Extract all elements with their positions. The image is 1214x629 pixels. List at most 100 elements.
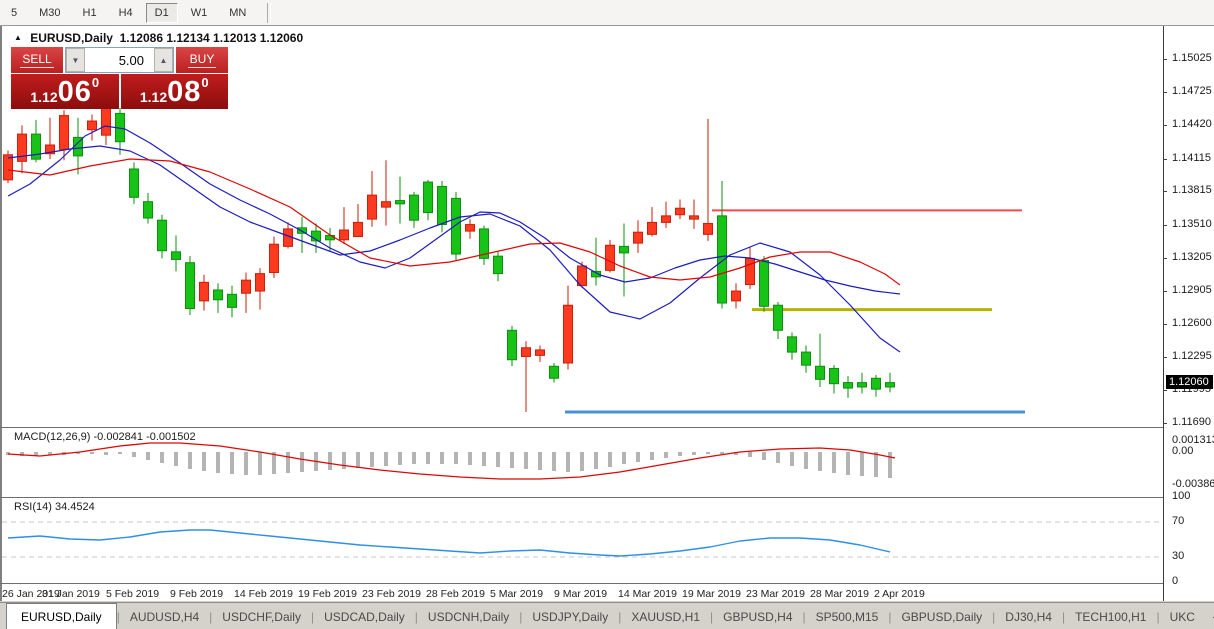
indicator-tick-label: -0.003862: [1172, 478, 1214, 490]
indicator-tick-label: 30: [1172, 550, 1185, 562]
symbol-tab-audusd[interactable]: AUDUSD,H4: [129, 609, 200, 624]
date-tick-label: 5 Mar 2019: [490, 588, 544, 600]
volume-input[interactable]: 5.00: [118, 52, 144, 68]
volume-increase-icon[interactable]: ▲: [154, 48, 173, 72]
volume-decrease-icon[interactable]: ▼: [66, 48, 85, 72]
symbol-tab-dj30[interactable]: DJ30,H4: [1005, 609, 1052, 624]
one-click-trade-panel: SELL ▼ 5.00 ▲ BUY 1.12 06 0 1.12 08 0: [11, 47, 228, 109]
timeframe-button-5[interactable]: 5: [11, 6, 18, 19]
price-tick-dash: [1163, 291, 1167, 292]
sell-price-digits: 06: [57, 76, 92, 108]
tab-scroll-controls: ◄►: [1205, 603, 1214, 629]
date-tick-label: 14 Feb 2019: [234, 588, 293, 600]
sell-price-tile[interactable]: 1.12 06 0: [11, 74, 119, 109]
price-tick-dash: [1163, 423, 1167, 424]
rsi-label: RSI(14) 34.4524: [14, 501, 95, 513]
date-tick-label: 2 Apr 2019: [874, 588, 925, 600]
date-tick-label: 26 Jan 2019: [2, 588, 60, 600]
indicator-tick-label: 0.00: [1172, 445, 1194, 457]
price-tick-dash: [1163, 357, 1167, 358]
sell-price-prefix: 1.12: [30, 89, 58, 105]
price-tick-label: 1.13815: [1172, 184, 1212, 196]
price-tick-dash: [1163, 159, 1167, 160]
price-axis-line: [1163, 26, 1164, 601]
timeframe-button-m30[interactable]: M30: [39, 6, 61, 19]
symbol-tab-xauusd[interactable]: XAUUSD,H1: [631, 609, 701, 624]
symbol-tab-usdchf[interactable]: USDCHF,Daily: [222, 609, 301, 624]
price-tick-label: 1.14420: [1172, 118, 1212, 130]
buy-price-prefix: 1.12: [139, 89, 168, 105]
rsi-value: 34.4524: [54, 501, 95, 513]
timeframe-button-h1[interactable]: H1: [82, 6, 97, 19]
symbol-tab-usdjpy[interactable]: USDJPY,Daily: [532, 609, 609, 624]
buy-price-tile[interactable]: 1.12 08 0: [120, 74, 228, 109]
symbol-tab-usdcad[interactable]: USDCAD,Daily: [324, 609, 405, 624]
price-tick-label: 1.13510: [1172, 218, 1212, 230]
date-tick-label: 28 Mar 2019: [810, 588, 869, 600]
timeframe-button-mn[interactable]: MN: [229, 6, 247, 19]
symbol-tab-tech100[interactable]: TECH100,H1: [1075, 609, 1147, 624]
indicator-tick-label: 70: [1172, 515, 1185, 527]
volume-stepper: ▼ 5.00 ▲: [65, 47, 174, 73]
date-tick-label: 5 Feb 2019: [106, 588, 160, 600]
tab-separator: |: [710, 609, 714, 624]
collapse-triangle-icon[interactable]: ▲: [14, 33, 22, 42]
tab-separator: |: [209, 609, 213, 624]
price-tick-dash: [1163, 324, 1167, 325]
macd-label: MACD(12,26,9) -0.002841 -0.001502: [14, 431, 196, 443]
price-tick-label: 1.13205: [1172, 251, 1212, 263]
rsi-pane-separator: [0, 497, 1163, 498]
price-tick-label: 1.12600: [1172, 317, 1212, 329]
price-tick-label: 1.11690: [1172, 416, 1211, 428]
price-tick-dash: [1163, 125, 1167, 126]
price-tick-dash: [1163, 258, 1167, 259]
date-tick-label: 19 Mar 2019: [682, 588, 741, 600]
tab-separator: |: [618, 609, 622, 624]
timeframe-button-h4[interactable]: H4: [118, 6, 133, 19]
date-tick-label: 14 Mar 2019: [618, 588, 677, 600]
sell-button[interactable]: SELL: [11, 47, 63, 73]
buy-price-pipette: 0: [201, 75, 209, 90]
price-tick-label: 1.14725: [1172, 85, 1212, 97]
price-tick-dash: [1163, 390, 1167, 391]
date-axis-separator: [0, 583, 1163, 584]
tab-scroll-left-icon[interactable]: ◄: [1205, 609, 1214, 625]
chart-header: ▲ EURUSD,Daily 1.12086 1.12134 1.12013 1…: [14, 31, 303, 45]
indicator-tick-label: 0.001313: [1172, 434, 1214, 446]
tab-separator: |: [1156, 609, 1160, 624]
toolbar-separator: [267, 2, 272, 23]
tab-separator: |: [310, 609, 315, 624]
date-tick-label: 23 Feb 2019: [362, 588, 421, 600]
symbol-tab-usdcnh[interactable]: USDCNH,Daily: [427, 609, 510, 624]
symbol-tab-gbpusd[interactable]: GBPUSD,Daily: [901, 609, 983, 624]
indicator-tick-label: 100: [1172, 490, 1191, 502]
date-tick-label: 19 Feb 2019: [298, 588, 357, 600]
date-tick-label: 31 Jan 2019: [42, 588, 100, 600]
current-price-badge: 1.12060: [1166, 375, 1213, 389]
date-tick-label: 9 Feb 2019: [170, 588, 224, 600]
price-tick-label: 1.12905: [1172, 284, 1212, 296]
timeframe-button-d1[interactable]: D1: [145, 2, 178, 23]
chart-ohlc-values: 1.12086 1.12134 1.12013 1.12060: [119, 31, 304, 45]
price-tick-label: 1.15025: [1172, 52, 1212, 64]
price-tick-dash: [1163, 191, 1167, 192]
symbol-tab-eurusd[interactable]: EURUSD,Daily: [6, 603, 117, 629]
symbol-tab-ukc[interactable]: UKC: [1169, 609, 1195, 624]
macd-pane-separator: [0, 427, 1163, 428]
price-tick-label: 1.14115: [1172, 152, 1211, 164]
symbol-tab-gbpusd[interactable]: GBPUSD,H4: [723, 609, 793, 624]
symbol-tab-bar: EURUSD,Daily | AUDUSD,H4 | USDCHF,Daily | USDC…: [0, 602, 1214, 629]
buy-price-digits: 08: [167, 76, 202, 108]
buy-button[interactable]: BUY: [176, 47, 228, 73]
tab-separator: |: [802, 609, 806, 624]
price-tick-label: 1.12295: [1172, 350, 1212, 362]
price-tick-dash: [1163, 92, 1167, 93]
symbol-tab-sp500[interactable]: SP500,M15: [815, 609, 879, 624]
tab-separator: |: [1061, 609, 1066, 624]
timeframe-button-w1[interactable]: W1: [190, 6, 208, 19]
tab-separator: |: [116, 609, 120, 624]
timeframe-toolbar: 5 M30 H1 H4 D1 W1 MN: [0, 0, 1214, 26]
price-tick-dash: [1163, 225, 1167, 226]
sell-price-pipette: 0: [91, 75, 100, 90]
